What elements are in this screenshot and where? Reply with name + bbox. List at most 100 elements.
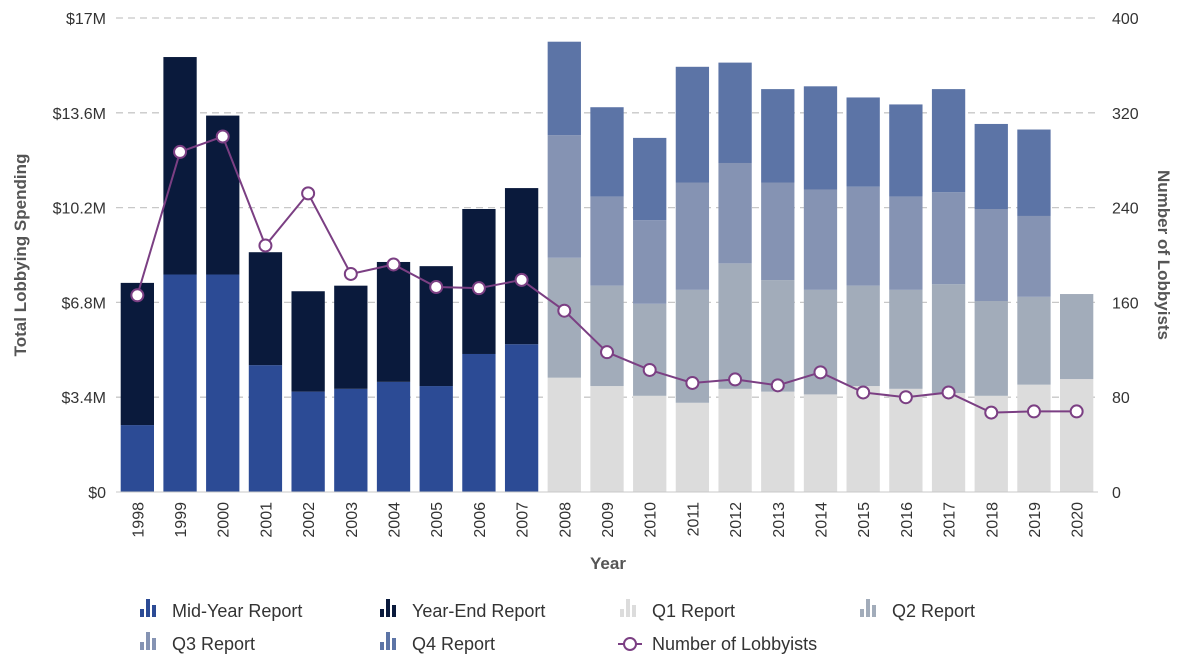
bar-q1-report-2019 <box>1017 384 1051 492</box>
bar-q1-report-2010 <box>633 395 667 492</box>
bar-year-end-report-2002 <box>291 291 325 392</box>
lobbyists-point-2011 <box>685 375 700 390</box>
x-tick-label: 2008 <box>557 502 574 538</box>
x-tick-label: 2019 <box>1027 502 1044 538</box>
bar-q3-report-2014 <box>803 189 838 290</box>
bar-q2-report-2013 <box>761 280 795 392</box>
bar-q3-report-2013 <box>761 182 795 281</box>
bar-q1-report-2020 <box>1060 379 1094 492</box>
bar-q2-report-2008 <box>547 257 581 378</box>
lobbyists-point-2017 <box>941 385 956 400</box>
lobbyists-point-2012 <box>728 372 743 387</box>
y2-tick-label: 0 <box>1112 485 1121 502</box>
bar-q2-report-2019 <box>1017 296 1051 385</box>
bar-year-end-report-2001 <box>248 252 283 366</box>
bar-q1-report-2011 <box>675 402 710 492</box>
legend-item-q2-report: Q2 Report <box>860 599 975 621</box>
bar-q2-report-2020 <box>1060 294 1094 380</box>
lobbyists-point-2002 <box>301 186 316 201</box>
bar-mid-year-report-2005 <box>419 386 453 492</box>
bar-q3-report-2008 <box>547 135 581 258</box>
lobbyists-point-2015 <box>856 385 871 400</box>
bar-q3-report-2010 <box>633 220 667 304</box>
bar-mid-year-report-2000 <box>206 274 240 492</box>
legend-marker-icon <box>623 637 637 651</box>
lobbyists-point-2000 <box>215 129 230 144</box>
x-tick-label: 2000 <box>216 502 233 538</box>
bar-q4-report-2017 <box>931 89 966 193</box>
lobbyists-point-2009 <box>600 345 614 360</box>
x-tick-label: 2005 <box>429 502 446 538</box>
lobbyists-point-2005 <box>429 279 444 294</box>
lobbyists-point-2020 <box>1069 404 1084 419</box>
legend-item-number-of-lobbyists: Number of Lobbyists <box>618 634 817 654</box>
y2-tick-label: 400 <box>1112 11 1139 28</box>
bar-q4-report-2015 <box>846 97 880 187</box>
bar-q1-report-2016 <box>889 388 923 492</box>
lobbyists-point-2016 <box>898 390 913 405</box>
x-tick-label: 2013 <box>771 502 788 538</box>
bar-q2-report-2017 <box>931 284 966 394</box>
lobbyists-point-2007 <box>514 272 529 287</box>
bar-q1-report-2014 <box>803 394 838 492</box>
bar-mid-year-report-2006 <box>462 353 496 492</box>
bar-year-end-report-1998 <box>120 282 154 426</box>
bar-mid-year-report-2007 <box>504 344 539 492</box>
lobbyists-point-2003 <box>343 266 358 281</box>
lobbyists-point-2018 <box>984 405 999 420</box>
bar-q3-report-2015 <box>846 186 880 286</box>
y-tick-label: $0 <box>88 485 106 502</box>
x-tick-label: 2015 <box>856 502 873 538</box>
axes: $0 $3.4M $6.8M $10.2M $13.6M $17M 0 80 160 240 320… <box>53 11 1139 538</box>
legend-item-q3-report: Q3 Report <box>140 632 255 654</box>
bar-chart-icon <box>380 599 396 617</box>
lobbyists-point-2019 <box>1026 404 1041 419</box>
bar-q4-report-2012 <box>718 62 752 163</box>
legend-label: Q3 Report <box>172 634 255 654</box>
y-axis-title: Total Lobbying Spending <box>11 154 30 357</box>
y-tick-label: $13.6M <box>53 106 106 123</box>
x-tick-label: 1998 <box>130 502 147 538</box>
bar-q4-report-2016 <box>889 104 923 197</box>
legend-item-q4-report: Q4 Report <box>380 632 495 654</box>
bar-mid-year-report-2004 <box>376 381 411 492</box>
bar-series <box>120 41 1094 492</box>
lobbyists-point-2004 <box>386 257 401 272</box>
y2-axis-title: Number of Lobbyists <box>1154 170 1173 340</box>
legend-label: Mid-Year Report <box>172 601 302 621</box>
x-tick-label: 2002 <box>301 502 318 538</box>
bar-q3-report-2009 <box>590 196 624 286</box>
bar-q4-report-2019 <box>1017 129 1051 216</box>
legend-label: Number of Lobbyists <box>652 634 817 654</box>
x-tick-label: 2003 <box>344 502 361 538</box>
x-tick-label: 2017 <box>942 502 959 538</box>
bar-q2-report-2009 <box>590 285 624 387</box>
bar-q3-report-2012 <box>718 162 752 264</box>
y-tick-label: $17M <box>66 11 106 28</box>
lobbyists-point-2010 <box>642 362 657 377</box>
bar-chart-icon <box>140 632 156 650</box>
x-tick-label: 2012 <box>728 502 745 538</box>
x-axis-title: Year <box>590 554 626 573</box>
y2-tick-label: 240 <box>1112 201 1139 218</box>
x-tick-label: 2018 <box>984 502 1001 538</box>
legend-item-q1-report: Q1 Report <box>620 599 735 621</box>
legend-label: Year-End Report <box>412 601 545 621</box>
bar-q4-report-2010 <box>633 137 667 221</box>
legend-item-year-end-report: Year-End Report <box>380 599 545 621</box>
bar-q2-report-2010 <box>633 303 667 396</box>
legend-label: Q2 Report <box>892 601 975 621</box>
bar-q3-report-2018 <box>974 208 1008 302</box>
bar-q1-report-2008 <box>547 377 581 492</box>
legend: Mid-Year Report Year-End Report Q1 Report Q… <box>140 599 975 654</box>
bar-q4-report-2018 <box>974 123 1008 209</box>
y-tick-label: $6.8M <box>62 295 106 312</box>
bar-q4-report-2014 <box>803 86 838 190</box>
bar-year-end-report-2004 <box>376 261 411 382</box>
bar-mid-year-report-2003 <box>334 388 368 492</box>
bar-q4-report-2013 <box>761 89 795 183</box>
bar-mid-year-report-2002 <box>291 391 325 492</box>
bar-q3-report-2016 <box>889 196 923 290</box>
x-tick-label: 2004 <box>387 502 404 538</box>
lobbyists-point-1999 <box>173 144 188 159</box>
